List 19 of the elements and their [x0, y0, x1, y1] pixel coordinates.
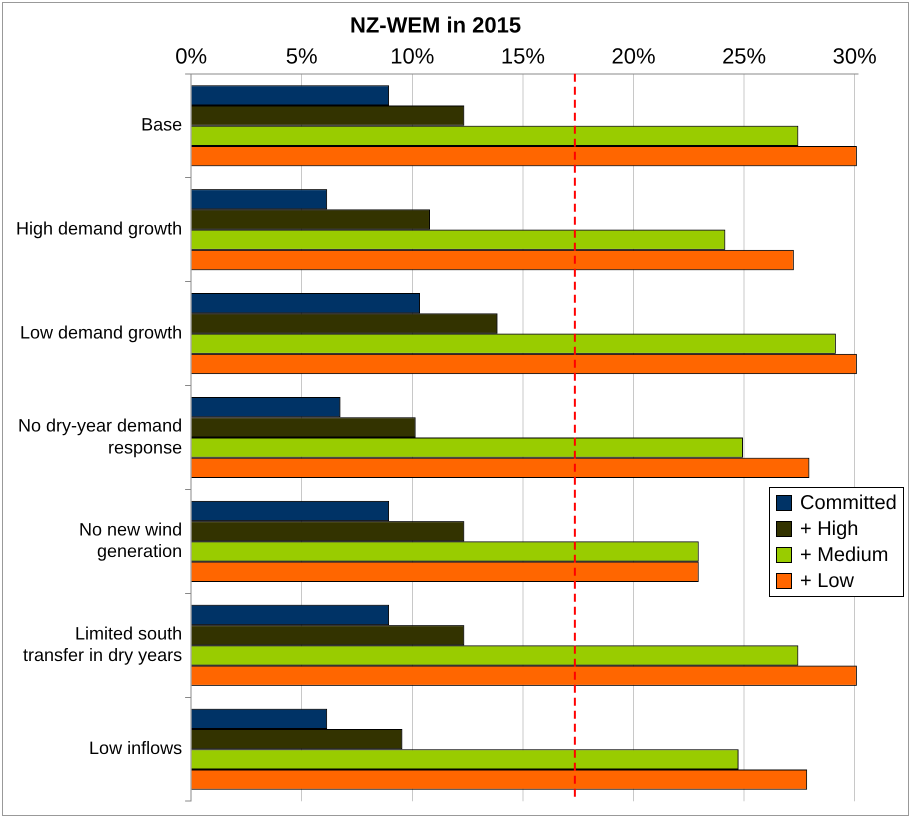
y-tick-label: Low demand growth	[20, 322, 182, 343]
legend-label: + Medium	[799, 542, 890, 568]
y-tick-label: Base	[141, 114, 182, 135]
y-tick-label: No dry-year demand response	[18, 416, 182, 458]
x-tick-label: 25%	[722, 44, 766, 69]
x-tick-label: 15%	[500, 44, 545, 69]
x-tick-label: 30%	[832, 44, 877, 69]
x-tick-label: 5%	[286, 44, 318, 69]
y-tick-label: Limited south transfer in dry years	[23, 623, 182, 666]
x-tick-label: 20%	[611, 44, 656, 69]
chart-title: NZ-WEM in 2015	[350, 12, 522, 38]
legend-label: + High	[799, 516, 860, 542]
legend-label: Committed	[799, 490, 897, 516]
x-tick-label: 10%	[390, 44, 434, 69]
x-tick-label: 0%	[175, 44, 207, 69]
legend-label: + Low	[799, 568, 855, 594]
y-tick-label: High demand growth	[16, 218, 182, 239]
y-tick-label: No new wind generation	[79, 520, 182, 562]
y-tick-label: Low inflows	[89, 738, 182, 758]
